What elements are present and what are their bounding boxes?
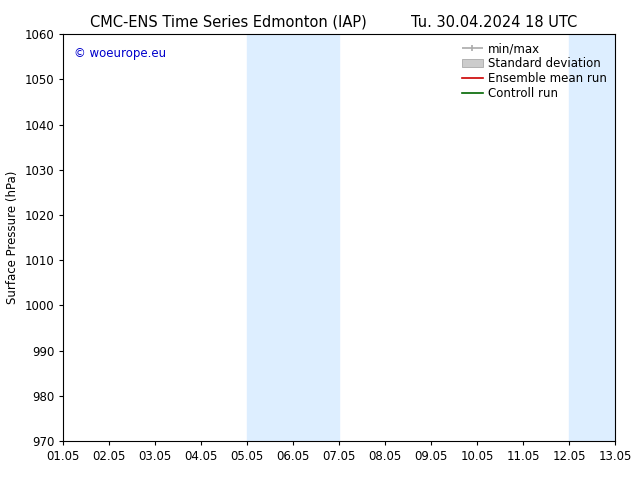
Text: © woeurope.eu: © woeurope.eu bbox=[74, 47, 167, 59]
Text: CMC-ENS Time Series Edmonton (IAP): CMC-ENS Time Series Edmonton (IAP) bbox=[91, 15, 367, 30]
Bar bbox=[247, 34, 339, 441]
Text: Tu. 30.04.2024 18 UTC: Tu. 30.04.2024 18 UTC bbox=[410, 15, 577, 30]
Y-axis label: Surface Pressure (hPa): Surface Pressure (hPa) bbox=[6, 171, 19, 304]
Bar bbox=[569, 34, 634, 441]
Legend: min/max, Standard deviation, Ensemble mean run, Controll run: min/max, Standard deviation, Ensemble me… bbox=[460, 40, 609, 102]
